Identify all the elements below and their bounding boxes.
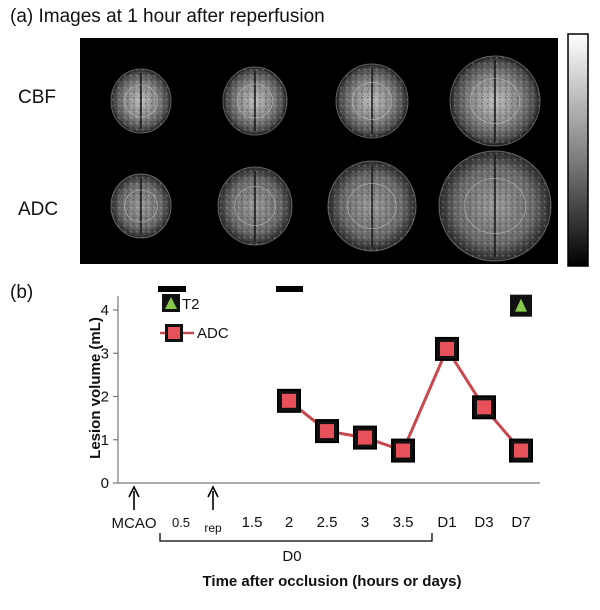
brain-slice-adc-1 [110,173,172,239]
x-tick-label-2-5: 2.5 [317,514,338,531]
brain-slice-adc-4 [438,150,552,262]
adc-point-2 [277,388,301,413]
y-tick-label-4: 4 [101,302,109,319]
panel-b-label: (b) [10,282,33,303]
rep-arrow-icon [207,485,219,510]
adc-point-D1 [435,336,459,361]
event-label-mcao: MCAO [112,515,157,532]
event-label-rep: rep [204,521,222,535]
time-marker-bar [158,286,186,292]
time-marker-bar [276,286,303,292]
brain-slice-cbf-2 [222,66,288,136]
d0-label: D0 [282,548,301,565]
legend-marker-t2 [162,294,180,312]
brain-images [110,55,552,262]
y-axis-label: Lesion volume (mL) [87,317,104,459]
y-tick-label-1: 1 [101,432,109,449]
legend-marker-adc [160,324,194,342]
y-tick-label-3: 3 [101,345,109,362]
brain-slice-adc-3 [327,160,417,252]
row-label-cbf: CBF [18,87,56,108]
mcao-arrow-icon [128,485,140,510]
x-tick-label-D7: D7 [511,514,530,531]
legend-label-adc: ADC [197,325,229,342]
brain-slice-cbf-1 [110,68,172,134]
x-tick-label-2: 2 [285,514,293,531]
row-label-adc: ADC [18,199,58,220]
panel-a-label: (a) Images at 1 hour after reperfusion [10,6,325,27]
adc-point-3-5 [391,438,415,463]
adc-point-3 [353,425,377,450]
x-tick-label-3-5: 3.5 [393,514,414,531]
brain-slice-cbf-4 [449,55,541,147]
t2-point-D7 [510,294,532,317]
y-tick-label-0: 0 [101,475,109,492]
adc-point-2-5 [315,419,339,444]
x-tick-label-1-5: 1.5 [242,514,263,531]
y-tick-label-2: 2 [101,389,109,406]
brain-slice-cbf-3 [335,63,409,139]
x-tick-label-3: 3 [361,514,369,531]
x-tick-label-0-5: 0.5 [172,515,190,530]
grayscale-colorbar [567,33,589,267]
brain-slice-adc-2 [217,166,293,246]
legend: T2 ADC [160,294,229,342]
adc-point-D3 [472,395,496,420]
d0-bracket [159,533,433,542]
x-tick-label-D3: D3 [474,514,493,531]
legend-label-t2: T2 [182,296,200,313]
lesion-volume-chart: 0 1 2 3 4 MCAO rep 0.5 1.5 2 2.5 3 3.5 D1 D3 D7 D0 T2 ADC [101,286,540,565]
adc-point-D7 [509,438,533,463]
x-axis-label: Time after occlusion (hours or days) [203,573,462,590]
x-tick-label-D1: D1 [437,514,456,531]
